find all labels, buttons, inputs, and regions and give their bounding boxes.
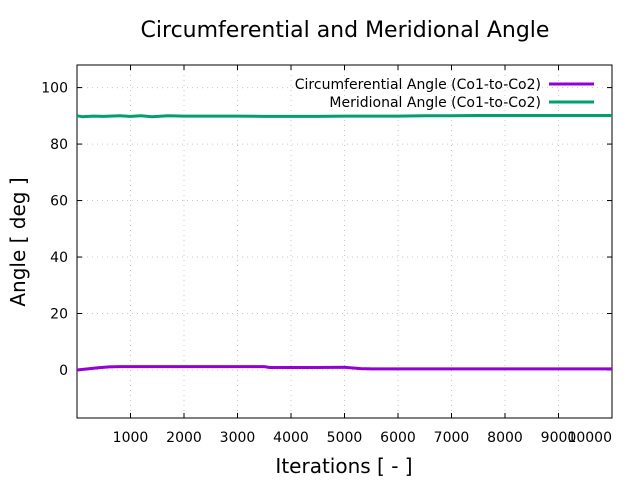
x-tick-label: 2000 xyxy=(166,430,202,446)
x-axis-label: Iterations [ - ] xyxy=(275,454,412,478)
chart-title: Circumferential and Meridional Angle xyxy=(141,18,550,43)
series-line-0 xyxy=(76,365,612,372)
x-tick-label: 7000 xyxy=(434,430,470,446)
legend: Circumferential Angle (Co1-to-Co2) Merid… xyxy=(295,77,594,111)
series-layer xyxy=(76,114,612,372)
y-tick-label: 80 xyxy=(50,137,68,153)
y-tick-label: 0 xyxy=(59,363,68,379)
y-tick-label: 100 xyxy=(41,81,68,97)
y-axis-label: Angle [ deg ] xyxy=(6,177,30,306)
legend-label-meridional: Meridional Angle (Co1-to-Co2) xyxy=(329,95,541,111)
x-tick-label: 3000 xyxy=(220,430,256,446)
x-tick-label: 5000 xyxy=(327,430,363,446)
y-tick-label: 20 xyxy=(50,307,68,323)
x-axis: 1000 2000 3000 4000 5000 6000 7000 8000 90001000… xyxy=(113,65,613,446)
legend-label-circumferential: Circumferential Angle (Co1-to-Co2) xyxy=(295,77,541,93)
series-line-1 xyxy=(76,114,612,119)
y-tick-label: 40 xyxy=(50,250,68,266)
x-tick-label: 6000 xyxy=(380,430,416,446)
x-tick-label: 4000 xyxy=(273,430,309,446)
grid xyxy=(77,65,612,418)
x-tick-label: 8000 xyxy=(487,430,523,446)
x-tick-label: 9000 xyxy=(541,430,577,446)
y-axis: 0 20 40 60 80 100 xyxy=(41,81,612,379)
x-tick-label: 1000 xyxy=(113,430,149,446)
x-tick-label: 10000 xyxy=(567,430,612,446)
y-tick-label: 60 xyxy=(50,194,68,210)
